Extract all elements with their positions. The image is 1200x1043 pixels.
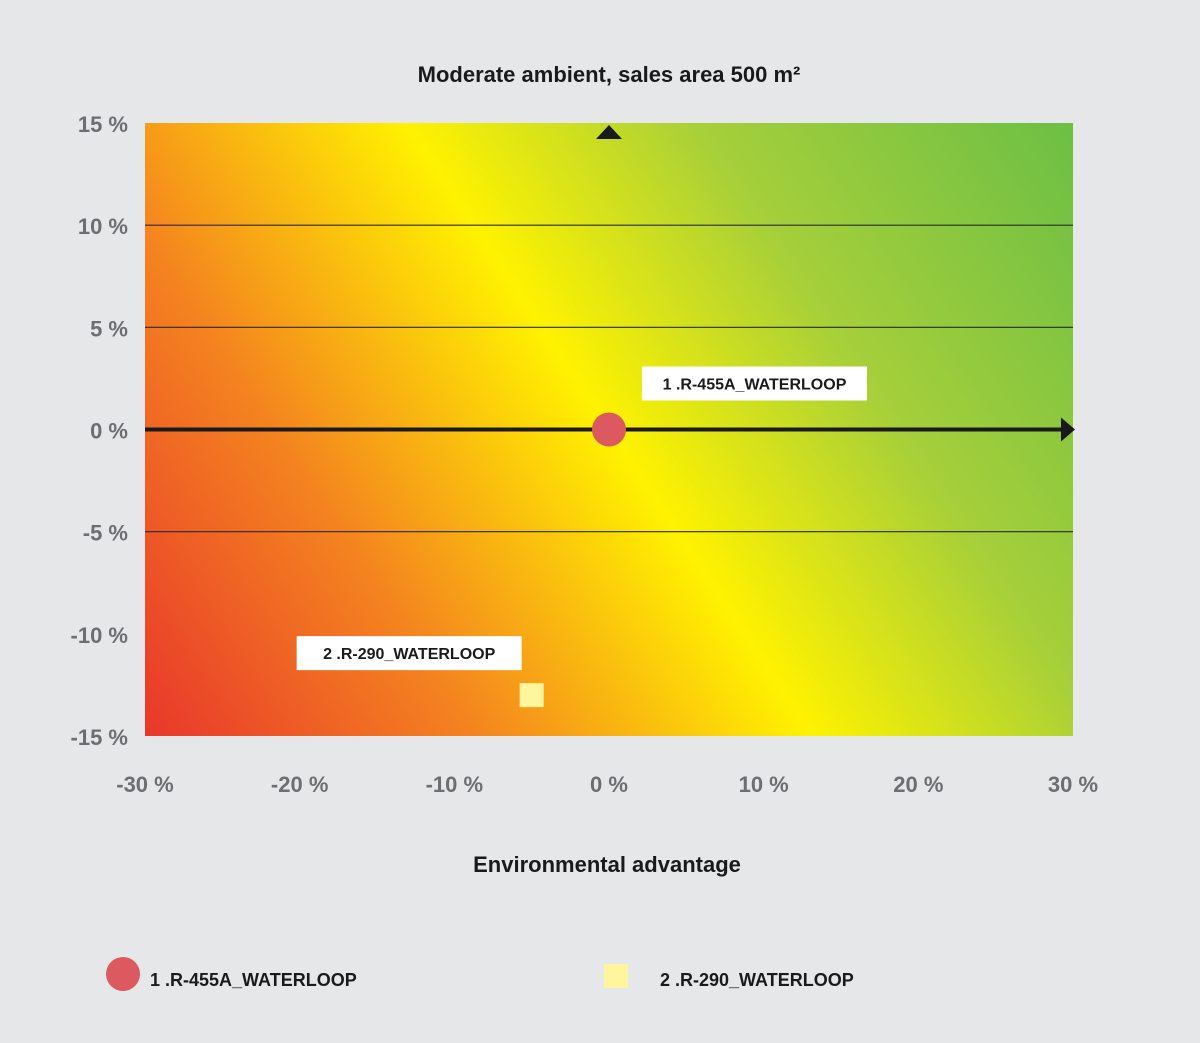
gridlines <box>145 224 1073 533</box>
x-tick-label: 30 % <box>1048 772 1098 797</box>
chart-title: Moderate ambient, sales area 500 m² <box>418 62 801 87</box>
legend-marker-square <box>604 964 628 988</box>
x-tick-label: -10 % <box>426 772 483 797</box>
legend-entry-2: 2 .R-290_WATERLOOP <box>660 970 854 990</box>
y-tick-label: -5 % <box>83 521 128 546</box>
x-tick-label: 10 % <box>739 772 789 797</box>
point-annotations: 1 .R-455A_WATERLOOP 2 .R-290_WATERLOOP <box>296 366 867 671</box>
y-tick-label: 0 % <box>90 419 128 444</box>
legend: 1 .R-455A_WATERLOOP 2 .R-290_WATERLOOP <box>106 957 854 991</box>
x-tick-labels: -30 % -20 % -10 % 0 % 10 % 20 % 30 % <box>116 772 1098 797</box>
y-tick-label: -10 % <box>71 623 128 648</box>
legend-entry-1: 1 .R-455A_WATERLOOP <box>150 970 357 990</box>
annotation-label: 1 .R-455A_WATERLOOP <box>663 377 847 394</box>
annotation-box <box>642 366 867 401</box>
data-point-square <box>519 683 544 708</box>
x-tick-label: -20 % <box>271 772 328 797</box>
x-tick-label: -30 % <box>116 772 173 797</box>
y-tick-label: 10 % <box>78 214 128 239</box>
data-point-circle <box>592 412 626 447</box>
legend-marker-circle <box>106 957 140 991</box>
y-axis-arrowhead <box>596 125 622 139</box>
x-tick-label: 20 % <box>893 772 943 797</box>
y-tick-label: 15 % <box>78 112 128 137</box>
x-tick-label: 0 % <box>590 772 628 797</box>
x-axis-arrowhead <box>1061 417 1075 442</box>
annotation-label: 2 .R-290_WATERLOOP <box>323 646 496 663</box>
y-tick-label: 5 % <box>90 316 128 341</box>
y-tick-label: -15 % <box>71 725 128 750</box>
x-axis-label: Environmental advantage <box>473 852 741 877</box>
y-tick-labels: 15 % 10 % 5 % 0 % -5 % -10 % -15 % <box>71 112 128 750</box>
annotation-box <box>296 636 522 671</box>
data-points <box>519 412 626 708</box>
